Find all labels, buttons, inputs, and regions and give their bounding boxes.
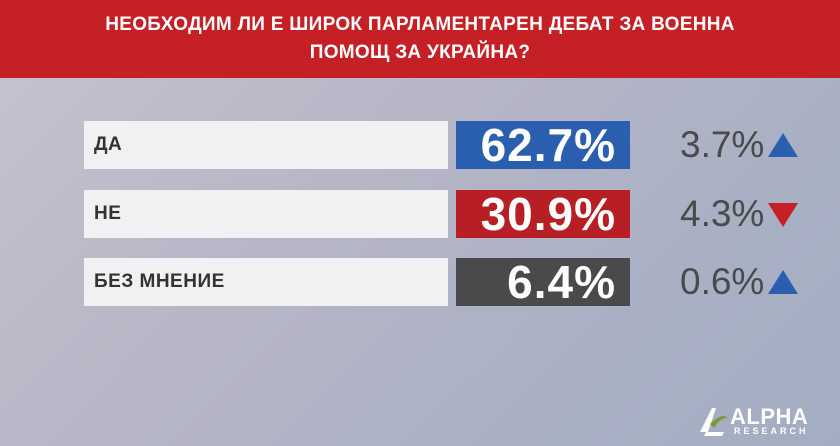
logo-name: ALPHA	[730, 404, 809, 429]
triangle-up-icon	[768, 133, 799, 157]
chart-title: НЕОБХОДИМ ЛИ Е ШИРОК ПАРЛАМЕНТАРЕН ДЕБАТ…	[60, 11, 780, 67]
result-row: БЕЗ МНЕНИЕ 6.4% 0.6%	[84, 256, 799, 308]
change-indicator: 0.6%	[680, 258, 800, 306]
header-banner: НЕОБХОДИМ ЛИ Е ШИРОК ПАРЛАМЕНТАРЕН ДЕБАТ…	[0, 0, 840, 78]
change-indicator: 4.3%	[680, 190, 800, 238]
value-box: 30.9%	[456, 188, 630, 240]
logo-subtitle: RESEARCH	[734, 426, 809, 436]
category-label-box: ДА	[84, 121, 448, 169]
category-label-box: БЕЗ МНЕНИЕ	[84, 258, 448, 306]
alpha-logo-icon	[700, 408, 728, 436]
value-box: 62.7%	[456, 119, 630, 171]
category-label: НЕ	[94, 203, 122, 224]
value-label: 62.7%	[480, 119, 616, 171]
result-row: ДА 62.7% 3.7%	[84, 119, 799, 171]
title-line-2: ПОМОЩ ЗА УКРАЙНА?	[309, 42, 531, 63]
category-label: ДА	[94, 134, 123, 155]
triangle-up-icon	[768, 270, 799, 294]
value-label: 6.4%	[507, 256, 616, 308]
value-label: 30.9%	[480, 188, 616, 240]
category-label: БЕЗ МНЕНИЕ	[94, 271, 225, 292]
change-label: 4.3%	[680, 193, 765, 234]
alpha-research-logo: ALPHA RESEARCH	[696, 402, 836, 440]
change-indicator: 3.7%	[680, 121, 800, 169]
category-label-box: НЕ	[84, 190, 448, 238]
title-line-1: НЕОБХОДИМ ЛИ Е ШИРОК ПАРЛАМЕНТАРЕН ДЕБАТ…	[105, 14, 735, 35]
change-label: 3.7%	[680, 124, 765, 165]
value-box: 6.4%	[456, 256, 630, 308]
result-row: НЕ 30.9% 4.3%	[84, 188, 799, 240]
change-label: 0.6%	[680, 261, 765, 302]
triangle-down-icon	[768, 203, 799, 227]
